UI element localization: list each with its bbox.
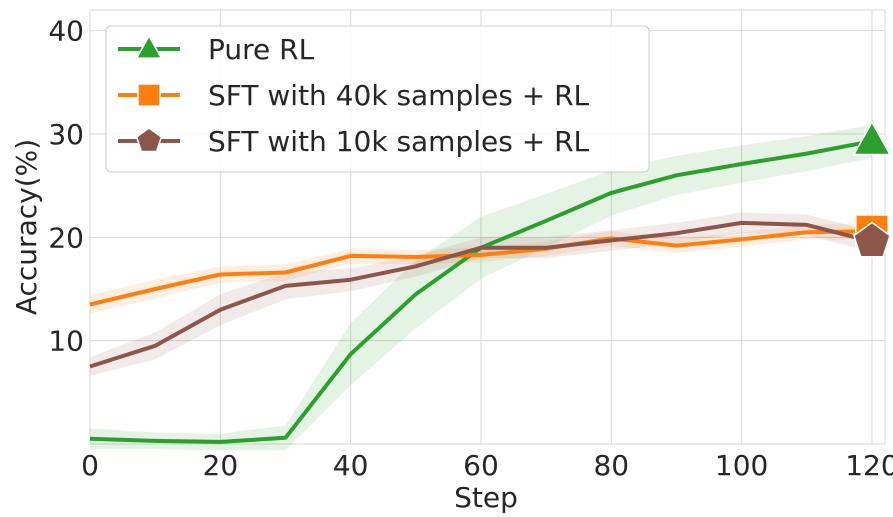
- y-tick-label: 20: [48, 221, 84, 254]
- legend-label-1: Pure RL: [208, 33, 315, 66]
- series-band-3: [90, 212, 872, 376]
- y-axis-title: Accuracy(%): [10, 139, 43, 315]
- x-tick-labels: 0 20 40 60 80 100 120: [81, 449, 893, 482]
- legend-label-3: SFT with 10k samples + RL: [208, 125, 590, 158]
- y-tick-label: 40: [48, 15, 84, 48]
- x-tick-label: 80: [593, 449, 629, 482]
- legend: Pure RL SFT with 40k samples + RL SFT with…: [105, 25, 650, 173]
- series-end-marker-1: [852, 120, 892, 156]
- legend-marker-1: [135, 34, 163, 59]
- series-line-2: [89, 229, 873, 307]
- y-tick-labels: 10 20 30 40: [48, 15, 84, 358]
- x-tick-label: 40: [333, 449, 369, 482]
- x-tick-label: 120: [845, 449, 893, 482]
- series-lines: [89, 139, 873, 444]
- series-line-3: [89, 220, 873, 369]
- y-tick-label: 10: [48, 325, 84, 358]
- x-tick-label: 100: [715, 449, 768, 482]
- x-tick-label: 60: [463, 449, 499, 482]
- legend-label-2: SFT with 40k samples + RL: [208, 79, 590, 112]
- legend-marker-2: [137, 83, 161, 107]
- y-tick-label: 30: [48, 118, 84, 151]
- x-tick-label: 0: [81, 449, 99, 482]
- legend-box: [105, 25, 650, 173]
- x-axis-title: Step: [454, 481, 518, 514]
- x-tick-label: 20: [203, 449, 239, 482]
- series-end-marker-3: [853, 221, 891, 258]
- legend-marker-3: [135, 127, 163, 153]
- series-markers: [852, 120, 892, 258]
